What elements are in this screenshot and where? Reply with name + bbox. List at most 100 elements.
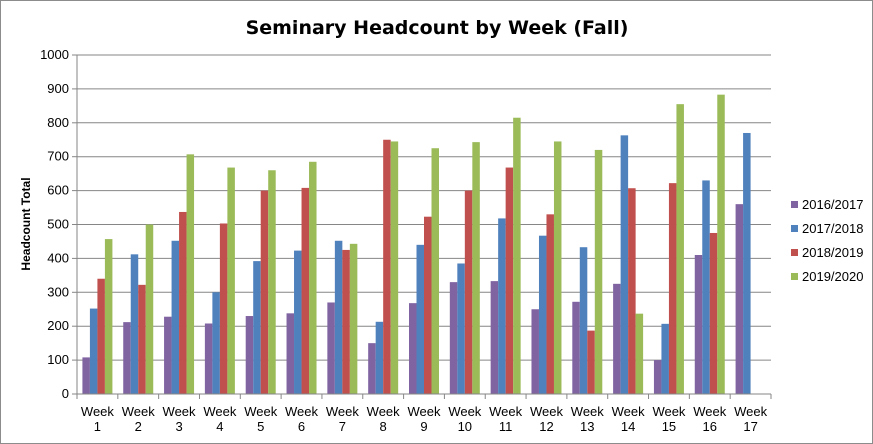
x-tick-label-line: Week [652,404,685,419]
bar [253,261,261,394]
bar [145,224,154,394]
x-tick-label: Week 13 [571,404,604,434]
y-axis-label: Headcount Total [19,177,33,270]
x-tick-label: Week 16 [693,404,726,434]
bar [186,154,195,394]
bar [546,214,554,394]
x-tick-label-line: Week [489,404,522,419]
y-tick-label: 300 [47,284,69,299]
y-tick-label: 600 [47,183,69,198]
x-tick-label: Week 15 [652,404,685,434]
legend-item: 2016/2017 [791,197,863,212]
bar [409,303,417,394]
x-tick-label-line: Week [734,404,767,419]
bar [375,321,384,394]
bar [587,330,595,394]
y-tick-label: 700 [47,149,69,164]
x-tick-label-line: 6 [298,419,305,434]
y-tick-label: 400 [47,250,69,265]
bar [620,135,629,394]
bar [383,139,391,394]
bar [538,235,547,394]
x-tick-label: Week 14 [612,404,645,434]
x-tick-label-line: 8 [380,419,387,434]
bar [431,148,439,394]
bar [416,244,424,394]
bar [613,283,621,394]
chart-title: Seminary Headcount by Week (Fall) [246,17,629,39]
x-tick-label-line: Week [693,404,726,419]
bar [579,247,588,394]
x-tick-label-line: 17 [743,419,757,434]
bar [572,301,580,394]
x-tick-label-line: 10 [458,419,472,434]
bar [628,188,636,394]
legend-swatch [791,273,798,280]
x-tick-label-line: 14 [621,419,635,434]
x-tick-label-line: 12 [539,419,553,434]
x-tick-label-line: Week [326,404,359,419]
bar [653,360,662,394]
x-tick-label-line: Week [571,404,604,419]
bar [457,263,465,394]
y-tick-labels: 0 100 200 300 400 500 600 700 800 900 1000 [40,47,69,401]
y-tick-label: 1000 [40,47,69,62]
legend-swatch [791,225,798,232]
bar [743,132,751,394]
x-tick-label: Week 6 [285,404,318,434]
bar [204,323,213,394]
y-tick-label: 100 [47,352,69,367]
bar [104,239,113,394]
x-tick-label-line: Week [530,404,563,419]
bar [368,343,376,394]
x-tick-label-line: Week [367,404,400,419]
x-tick-label-line: 7 [339,419,346,434]
y-tick-label: 0 [62,386,69,401]
bars [82,94,751,395]
x-tick-label-line: 15 [662,419,676,434]
x-tick-label-line: Week [244,404,277,419]
bar [390,141,399,394]
bar [498,218,506,394]
bar [449,282,458,394]
x-tick-label: Week 2 [122,404,155,434]
bar [138,284,146,394]
x-tick-label-line: 11 [499,419,513,434]
legend-item: 2017/2018 [791,221,863,236]
bar [268,170,276,394]
x-tick-label-line: 5 [257,419,264,434]
x-tick-label-line: Week [81,404,114,419]
bar [717,94,725,395]
x-tick-label-line: 13 [580,419,594,434]
bar [472,142,480,394]
bar [334,240,343,394]
x-tick-label-line: Week [163,404,196,419]
legend-label: 2018/2019 [802,245,863,260]
bar [219,223,228,394]
legend-label: 2017/2018 [802,221,863,236]
bar [735,204,744,394]
bar [89,308,98,394]
bar [260,190,269,394]
bar [424,216,432,394]
x-tick-label-line: 3 [175,419,182,434]
bar [171,240,180,394]
bar [553,141,562,394]
x-tick-label: Week 11 [489,404,522,434]
bar [212,292,220,394]
bar [490,281,499,394]
legend-label: 2016/2017 [802,197,863,212]
bar [327,302,335,394]
legend-label: 2019/2020 [802,269,863,284]
x-tick-label-line: Week [285,404,318,419]
axes [72,54,772,399]
x-tick-label-line: 4 [216,419,223,434]
x-tick-label: Week 3 [163,404,196,434]
x-tick-label-line: Week [612,404,645,419]
x-tick-label: Week 12 [530,404,563,434]
bar [676,104,684,394]
bar [635,313,644,394]
bar [97,278,105,394]
